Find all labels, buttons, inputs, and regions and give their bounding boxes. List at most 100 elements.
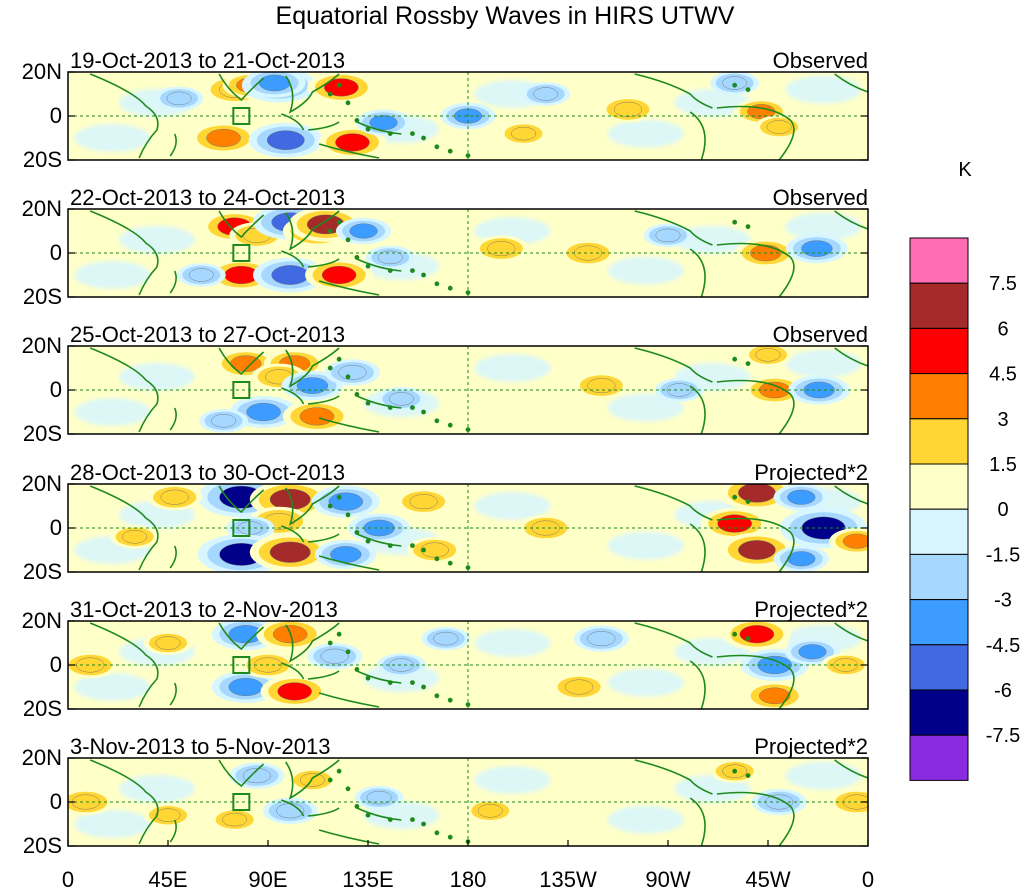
x-tick-label: 45E [148, 867, 187, 890]
coast-sumatra [281, 662, 305, 680]
coast-india [218, 485, 265, 514]
blob-core [259, 74, 291, 92]
coast-south-america-east [716, 517, 795, 572]
blob-core [299, 407, 334, 426]
panel-type-label: Observed [773, 48, 868, 73]
blob-contour [787, 489, 816, 505]
coast-australia [318, 555, 380, 571]
blob-core [531, 520, 560, 536]
y-tick-label: 0 [50, 789, 62, 814]
blob-contour [300, 773, 325, 787]
coast-west-africa [834, 622, 868, 642]
data-blob [110, 525, 160, 549]
blob-core [747, 104, 776, 119]
data-blob [829, 528, 868, 555]
background-patch [74, 398, 151, 426]
island [421, 409, 426, 415]
data-blob [719, 532, 795, 568]
island [365, 263, 371, 269]
blob-core [843, 533, 868, 549]
coast-indochina [285, 210, 340, 251]
blob-core [277, 682, 312, 701]
coast-sumatra [281, 799, 305, 817]
data-blob [365, 245, 415, 270]
coast-india [218, 622, 265, 651]
blob-contour [433, 631, 459, 646]
island [745, 87, 751, 93]
island [387, 131, 393, 137]
island [434, 144, 440, 150]
blob-core [76, 657, 105, 673]
island [434, 281, 440, 287]
blob-core [324, 78, 359, 97]
blob-contour [833, 658, 859, 672]
island [354, 530, 360, 535]
chart-title: Equatorial Rossby Waves in HIRS UTWV [276, 2, 735, 30]
coast-south-america-west [689, 385, 706, 434]
blob-core [230, 355, 262, 372]
coast-newguinea [356, 807, 402, 821]
blob-contour [211, 414, 236, 428]
blob-core [271, 265, 309, 285]
colorbar-swatch [909, 644, 969, 691]
background-patch [474, 629, 551, 657]
blob-core [320, 648, 349, 664]
colorbar-tick-label: 3 [997, 409, 1008, 431]
island [336, 219, 342, 225]
coast-australia [318, 692, 380, 708]
island [327, 503, 333, 509]
blob-core [335, 133, 370, 152]
coast-south-america-east [716, 105, 795, 160]
coast-borneo [307, 121, 340, 131]
island [421, 547, 426, 553]
blob-core [243, 768, 271, 783]
coast-madagascar [169, 682, 177, 706]
coast-newguinea [356, 395, 402, 409]
y-tick-label: 20S [23, 147, 62, 172]
island [327, 228, 333, 234]
coast-central-america [634, 347, 713, 383]
island [732, 356, 738, 362]
blob-contour [277, 682, 312, 701]
blob-core [587, 378, 616, 393]
island [732, 768, 738, 774]
background-patch [785, 349, 862, 378]
coast-madagascar [169, 270, 177, 294]
data-blob [260, 675, 329, 708]
data-blob [773, 545, 829, 572]
blob-core [222, 813, 247, 827]
data-blob [324, 359, 381, 386]
background-patch [607, 668, 684, 697]
data-blob [335, 217, 392, 245]
y-tick-label: 20N [22, 471, 62, 496]
coast-africa [89, 759, 159, 845]
blob-contour [757, 656, 792, 675]
blob-core [833, 658, 858, 672]
background-patch [74, 673, 151, 701]
blob-core [587, 631, 616, 646]
island [365, 675, 371, 681]
data-blob [743, 375, 806, 405]
blob-core [798, 644, 827, 660]
blob-core [369, 115, 398, 130]
island [745, 361, 751, 367]
island [434, 556, 440, 562]
island [354, 391, 360, 397]
blob-core [330, 546, 362, 563]
blob-core [206, 129, 241, 147]
island [447, 560, 453, 566]
data-blob [143, 631, 193, 655]
island [421, 135, 426, 141]
island [336, 631, 342, 637]
data-blob [654, 378, 704, 402]
data-blob [573, 625, 629, 652]
data-blob [719, 484, 795, 511]
island [410, 543, 415, 549]
blob-core [160, 489, 189, 505]
blob-contour [273, 625, 308, 644]
data-blob [248, 122, 323, 158]
blob-core [71, 794, 100, 810]
data-blob [773, 484, 829, 511]
coast-indochina [285, 759, 340, 800]
island [354, 254, 360, 260]
